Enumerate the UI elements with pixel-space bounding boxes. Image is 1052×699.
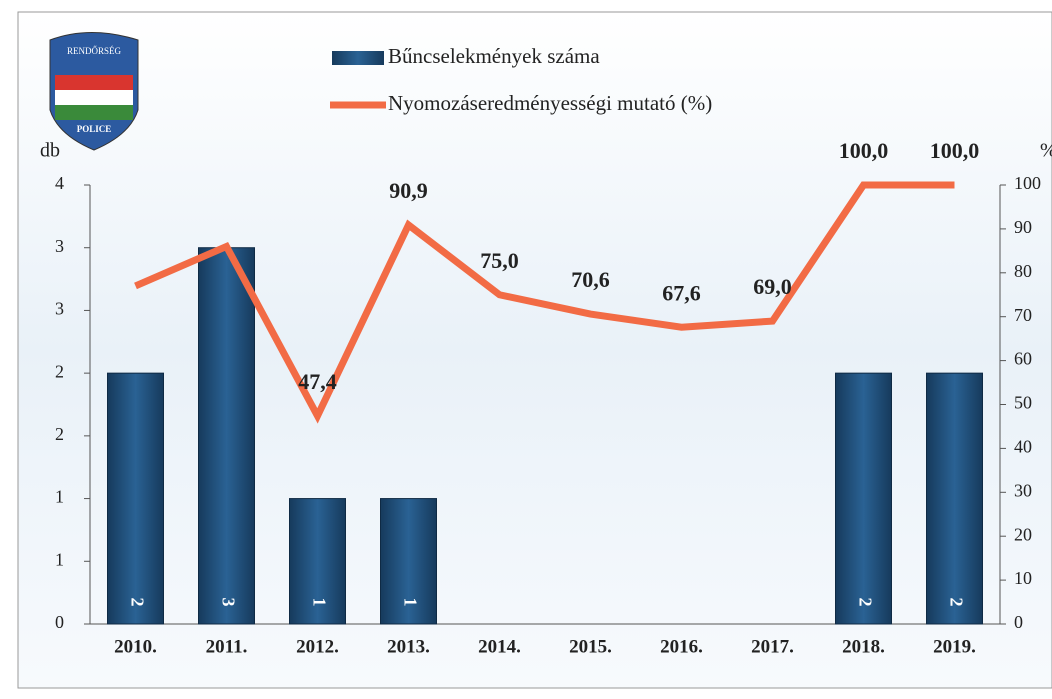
- y2-axis-title: %: [1040, 140, 1052, 162]
- x-tick-label: 2014.: [478, 636, 521, 657]
- y-tick-label: 1: [55, 487, 64, 507]
- bar-value-label: 2: [946, 598, 966, 607]
- y2-tick-label: 30: [1014, 480, 1032, 500]
- y-tick-label: 3: [55, 236, 64, 256]
- x-tick-label: 2010.: [114, 636, 157, 657]
- legend-swatch: [332, 51, 384, 65]
- logo-stripe: [55, 75, 133, 90]
- x-tick-label: 2013.: [387, 636, 430, 657]
- y2-tick-label: 40: [1014, 437, 1032, 457]
- y-tick-label: 0: [55, 612, 64, 632]
- logo-stripe: [55, 105, 133, 120]
- line-value-label: 100,0: [839, 138, 889, 163]
- y2-tick-label: 50: [1014, 393, 1032, 413]
- y-tick-label: 3: [55, 299, 64, 319]
- x-tick-label: 2016.: [660, 636, 703, 657]
- line-value-label: 100,0: [930, 138, 980, 163]
- y2-tick-label: 80: [1014, 261, 1032, 281]
- y-axis-title: db: [40, 140, 60, 162]
- y2-tick-label: 10: [1014, 568, 1032, 588]
- line-value-label: 70,6: [571, 267, 610, 292]
- y2-tick-label: 60: [1014, 349, 1032, 369]
- bar-value-label: 1: [309, 598, 329, 607]
- x-tick-label: 2012.: [296, 636, 339, 657]
- legend-label: Bűncselekmények száma: [388, 44, 600, 68]
- logo-text: POLICE: [77, 124, 112, 134]
- line-value-label: 47,4: [298, 369, 337, 394]
- bar: [199, 248, 255, 624]
- line-value-label: 75,0: [480, 248, 519, 273]
- x-tick-label: 2018.: [842, 636, 885, 657]
- y2-tick-label: 100: [1014, 173, 1041, 193]
- logo-stripe: [55, 90, 133, 105]
- y2-tick-label: 70: [1014, 305, 1032, 325]
- logo-text: RENDŐRSÉG: [67, 46, 122, 56]
- y-tick-label: 1: [55, 549, 64, 569]
- bar: [927, 373, 983, 624]
- chart: RENDŐRSÉG POLICE db % 011223340102030405…: [0, 0, 1052, 694]
- bar: [108, 373, 164, 624]
- x-tick-label: 2015.: [569, 636, 612, 657]
- x-tick-label: 2017.: [751, 636, 794, 657]
- y-tick-label: 2: [55, 361, 64, 381]
- bar: [836, 373, 892, 624]
- bar-value-label: 2: [127, 598, 147, 607]
- y2-tick-label: 20: [1014, 524, 1032, 544]
- y-tick-label: 2: [55, 424, 64, 444]
- line-value-label: 90,9: [389, 178, 428, 203]
- bar-value-label: 1: [400, 598, 420, 607]
- line-value-label: 69,0: [753, 274, 792, 299]
- line-value-label: 67,6: [662, 280, 701, 305]
- x-tick-label: 2019.: [933, 636, 976, 657]
- x-tick-label: 2011.: [206, 636, 248, 657]
- y-tick-label: 4: [55, 173, 64, 193]
- legend-label: Nyomozáseredményességi mutató (%): [388, 91, 712, 115]
- bar-value-label: 3: [218, 598, 238, 607]
- y2-tick-label: 90: [1014, 217, 1032, 237]
- y2-tick-label: 0: [1014, 612, 1023, 632]
- bar-value-label: 2: [855, 598, 875, 607]
